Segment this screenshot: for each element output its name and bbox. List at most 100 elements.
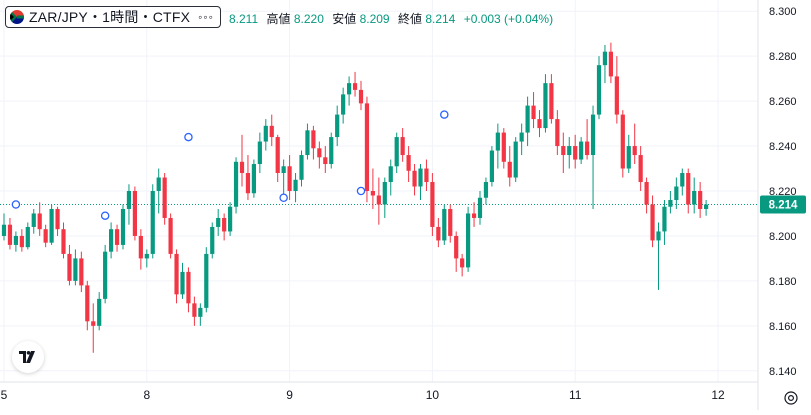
candle-body bbox=[704, 204, 709, 209]
candle-body bbox=[596, 65, 602, 115]
candle-body bbox=[436, 226, 441, 241]
candle-body bbox=[43, 229, 48, 243]
candle-body bbox=[513, 141, 518, 178]
candle-body bbox=[680, 173, 685, 187]
more-dots-icon[interactable]: ◦◦◦ bbox=[198, 10, 214, 24]
candle-body bbox=[222, 217, 227, 232]
time-tick-label: 12 bbox=[711, 388, 725, 402]
candle-body bbox=[73, 258, 78, 281]
candle-body bbox=[180, 271, 185, 295]
candle-body bbox=[364, 103, 370, 191]
candle-body bbox=[686, 173, 691, 205]
time-tick-label: 11 bbox=[569, 388, 582, 402]
candle-body bbox=[150, 191, 155, 254]
candle-body bbox=[245, 173, 251, 194]
candle-body bbox=[507, 161, 512, 178]
candle-body bbox=[573, 146, 578, 160]
candle-body bbox=[567, 146, 572, 156]
candle-body bbox=[293, 179, 298, 191]
candle-body bbox=[25, 226, 30, 248]
candle-body bbox=[114, 229, 120, 245]
symbol-label: ZAR/JPY・1時間・CTFX bbox=[29, 9, 191, 25]
candle-body bbox=[626, 146, 631, 169]
candle-body bbox=[329, 137, 334, 165]
south-africa-flag-icon bbox=[10, 10, 24, 24]
candle-body bbox=[650, 204, 655, 241]
current-price-label-group: 8.214 bbox=[760, 195, 806, 214]
time-tick-label: 5 bbox=[1, 388, 8, 402]
ohlc-readout: 8.211 高値 8.220 安値 8.209 終値 8.214 +0.003 … bbox=[229, 10, 553, 27]
candle-body bbox=[216, 217, 221, 227]
candle-body bbox=[519, 132, 524, 142]
candle-body bbox=[31, 213, 36, 227]
price-tick-label: 8.220 bbox=[769, 186, 797, 198]
candle-body bbox=[335, 114, 340, 138]
candle-body bbox=[632, 146, 637, 156]
candle-body bbox=[109, 229, 114, 252]
candle-body bbox=[1, 224, 7, 236]
price-tick-label: 8.240 bbox=[769, 141, 797, 153]
candle-body bbox=[430, 182, 435, 227]
price-tick-label: 8.300 bbox=[769, 6, 797, 18]
candle-body bbox=[168, 217, 173, 254]
candle-body bbox=[394, 137, 399, 167]
candle-body bbox=[192, 303, 197, 317]
candle-body bbox=[144, 253, 149, 259]
event-markers bbox=[11, 110, 449, 220]
candle-body bbox=[228, 206, 233, 232]
event-marker bbox=[440, 110, 449, 119]
candle-body bbox=[406, 155, 411, 171]
candle-body bbox=[317, 148, 322, 158]
candle-body bbox=[204, 253, 209, 308]
candle-body bbox=[103, 251, 108, 299]
candle-body bbox=[19, 235, 24, 248]
price-tick-label: 8.160 bbox=[769, 321, 797, 333]
candle-body bbox=[537, 119, 542, 129]
symbol-info-box[interactable]: ZAR/JPY・1時間・CTFX ◦◦◦ bbox=[5, 6, 221, 28]
candle-body bbox=[585, 141, 590, 156]
time-tick-label: 10 bbox=[426, 388, 440, 402]
candle-body bbox=[233, 161, 239, 207]
candle-body bbox=[442, 208, 447, 241]
candle-body bbox=[138, 235, 143, 259]
candles bbox=[1, 42, 709, 353]
time-tick-label: 9 bbox=[286, 388, 293, 402]
candle-body bbox=[323, 157, 328, 165]
candle-body bbox=[67, 253, 72, 281]
candle-body bbox=[525, 105, 530, 133]
low-value: 8.209 bbox=[359, 12, 390, 26]
candle-body bbox=[495, 132, 500, 151]
candle-body bbox=[620, 114, 625, 169]
event-marker bbox=[356, 186, 366, 196]
candle-body bbox=[549, 83, 554, 120]
candle-body bbox=[156, 177, 161, 191]
candle-body bbox=[162, 177, 167, 218]
settings-gear-icon[interactable] bbox=[783, 390, 799, 406]
candle-body bbox=[281, 166, 286, 174]
low-label: 安値 bbox=[332, 12, 357, 26]
candle-body bbox=[358, 89, 364, 104]
candle-body bbox=[91, 321, 96, 326]
candle-body bbox=[257, 141, 262, 165]
price-axis[interactable]: 8.300 8.280 8.260 8.240 8.220 8.200 8.180 8.160… bbox=[769, 6, 797, 378]
candle-body bbox=[656, 231, 661, 241]
candle-body bbox=[400, 137, 405, 156]
time-axis[interactable]: 5 8 9 10 11 12 bbox=[1, 388, 725, 402]
candle-body bbox=[561, 146, 566, 156]
candle-body bbox=[251, 164, 256, 194]
candle-body bbox=[471, 213, 477, 218]
candle-body bbox=[132, 191, 137, 236]
candle-body bbox=[174, 253, 179, 295]
candle-body bbox=[299, 155, 304, 180]
candle-body bbox=[347, 83, 352, 95]
candle-body bbox=[186, 271, 191, 304]
tradingview-logo-icon[interactable] bbox=[12, 341, 44, 373]
candle-body bbox=[662, 206, 667, 232]
high-label: 高値 bbox=[266, 12, 291, 26]
time-tick-label: 8 bbox=[143, 388, 150, 402]
candle-body bbox=[483, 182, 489, 198]
candle-body bbox=[198, 307, 203, 317]
candle-body bbox=[382, 182, 387, 205]
